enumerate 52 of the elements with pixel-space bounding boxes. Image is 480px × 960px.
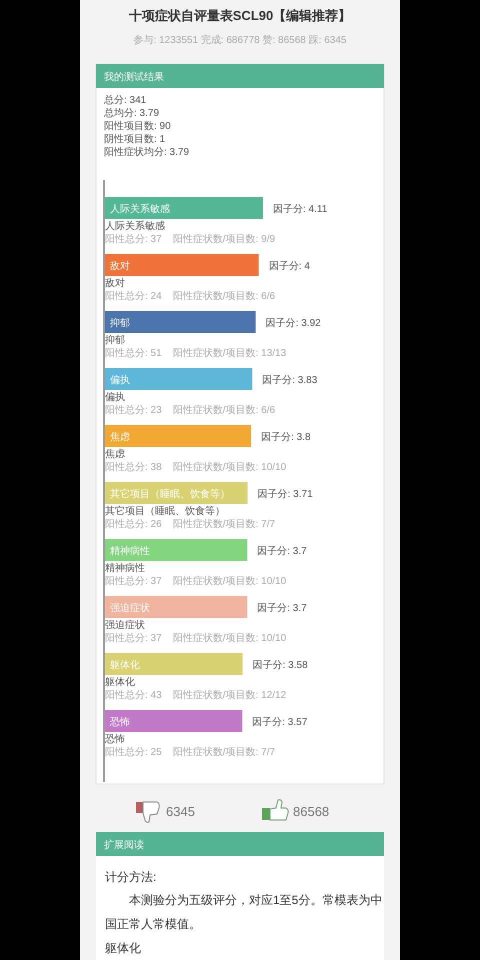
annotation: 阳性总分: 26 阳性症状数/项目数: 7/7: [105, 518, 276, 530]
y-tick-label: 抑郁: [110, 317, 130, 329]
data-label: 因子分: 4: [268, 260, 310, 272]
y-tick-label: 躯体化: [110, 659, 140, 671]
text: 阳性项目数: 90: [104, 120, 172, 132]
data-label: 因子分: 3.7: [257, 602, 308, 614]
y-tick-label: 其它项目（睡眠、饮食等）: [110, 488, 230, 500]
bar: [105, 425, 252, 447]
annotation: 阳性总分: 38 阳性症状数/项目数: 10/10: [105, 461, 287, 473]
text: 参与: 1233551 完成: 686778 赞: 86568 踩: 6345: [134, 34, 347, 46]
data-label: 因子分: 3.83: [262, 374, 318, 386]
text: 本测验分为五级评分，对应1至5分。常模表为中国正常人常模值。: [105, 892, 384, 933]
bar: [105, 539, 248, 561]
bar: [105, 311, 256, 333]
y-tick-label: 敌对: [110, 260, 130, 272]
text: 6345: [166, 804, 195, 819]
data-label: 因子分: 3.7: [257, 545, 308, 557]
data-label: 因子分: 3.57: [252, 716, 308, 728]
annotation: 阳性总分: 43 阳性症状数/项目数: 12/12: [105, 689, 287, 701]
text: 扩展阅读: [104, 839, 144, 851]
text: 总分: 341: [103, 94, 147, 106]
annotation: 阳性总分: 24 阳性症状数/项目数: 6/6: [105, 290, 276, 302]
annotation: 阳性总分: 23 阳性症状数/项目数: 6/6: [105, 404, 276, 416]
data-label: 因子分: 3.58: [252, 659, 308, 671]
annotation: 阳性总分: 51 阳性症状数/项目数: 13/13: [105, 347, 287, 359]
bar: [105, 254, 259, 276]
y-tick-label: 焦虑: [110, 431, 130, 443]
data-label: 因子分: 3.92: [266, 317, 322, 329]
text: 总均分: 3.79: [103, 107, 160, 119]
y-tick-label: 人际关系敏感: [110, 203, 170, 215]
text: 阴性项目数: 1: [104, 133, 166, 145]
data-label: 因子分: 3.8: [261, 431, 311, 443]
text: 计分方法:: [105, 870, 156, 884]
text: 十项症状自评量表SCL90【编辑推荐】: [128, 8, 352, 23]
data-label: 因子分: 4.11: [273, 203, 328, 215]
data-label: 因子分: 3.71: [258, 488, 314, 500]
annotation: 阳性总分: 37 阳性症状数/项目数: 10/10: [105, 632, 287, 644]
annotation: 阳性总分: 37 阳性症状数/项目数: 10/10: [105, 575, 287, 587]
y-tick-label: 恐怖: [109, 716, 130, 728]
bar: [105, 653, 243, 675]
bar: [105, 710, 242, 732]
bar: [105, 197, 263, 219]
y-tick-label: 强迫症状: [110, 602, 150, 614]
y-tick-label: 偏执: [110, 374, 130, 386]
y-tick-label: 精神病性: [110, 545, 150, 557]
annotation: 阳性总分: 37 阳性症状数/项目数: 9/9: [105, 233, 276, 245]
text: 我的测试结果: [104, 71, 164, 83]
text: 86568: [293, 804, 330, 819]
bar: [105, 368, 252, 390]
text: 阳性症状均分: 3.79: [104, 146, 190, 158]
bar: [105, 596, 248, 618]
annotation: 阳性总分: 25 阳性症状数/项目数: 7/7: [105, 746, 276, 758]
